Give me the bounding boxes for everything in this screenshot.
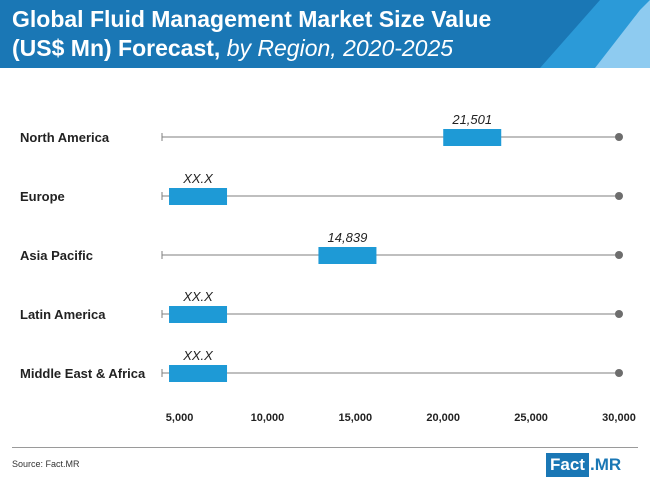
x-tick-label: 20,000: [426, 412, 460, 424]
category-label-north-america: North America: [20, 130, 110, 145]
x-tick-label: 30,000: [602, 412, 636, 424]
range-bar-north-america: [443, 129, 502, 146]
title-bold-part: (US$ Mn) Forecast,: [12, 35, 221, 61]
header-background: [0, 0, 650, 68]
header-banner: Global Fluid Management Market Size Valu…: [0, 0, 650, 68]
range-end-dot-middle-east-africa: [615, 369, 623, 377]
data-label-asia-pacific: 14,839: [328, 230, 368, 245]
category-label-middle-east-africa: Middle East & Africa: [20, 366, 146, 381]
range-end-dot-north-america: [615, 133, 623, 141]
range-end-dot-europe: [615, 192, 623, 200]
range-bar-asia-pacific: [318, 247, 377, 264]
title-line-1: Global Fluid Management Market Size Valu…: [12, 6, 492, 32]
x-tick-label: 25,000: [514, 412, 548, 424]
title-italic-part: by Region, 2020-2025: [226, 35, 454, 61]
category-label-latin-america: Latin America: [20, 307, 106, 322]
range-end-dot-asia-pacific: [615, 251, 623, 259]
category-label-europe: Europe: [20, 189, 65, 204]
range-end-dot-latin-america: [615, 310, 623, 318]
x-tick-label: 15,000: [339, 412, 373, 424]
x-tick-label: 5,000: [166, 412, 194, 424]
range-bar-middle-east-africa: [169, 365, 228, 382]
category-label-asia-pacific: Asia Pacific: [20, 248, 93, 263]
header-accent-light: [595, 0, 650, 68]
logo-mr: .MR: [589, 455, 622, 474]
footer-divider: [12, 447, 638, 448]
data-label-middle-east-africa: XX.X: [182, 348, 214, 363]
title-line-2: (US$ Mn) Forecast, by Region, 2020-2025: [12, 34, 491, 63]
data-label-europe: XX.X: [182, 171, 214, 186]
chart-title: Global Fluid Management Market Size Valu…: [12, 5, 491, 63]
x-tick-label: 10,000: [251, 412, 285, 424]
range-chart: North America 21,501 Europe XX.X Asia Pacifi…: [20, 112, 636, 424]
logo-fact: Fact: [546, 453, 589, 477]
range-bar-europe: [169, 188, 228, 205]
factmr-logo: Fact .MR: [546, 453, 621, 477]
data-label-north-america: 21,501: [451, 112, 492, 127]
data-label-latin-america: XX.X: [182, 289, 214, 304]
range-bar-latin-america: [169, 306, 228, 323]
source-note: Source: Fact.MR: [12, 459, 80, 469]
